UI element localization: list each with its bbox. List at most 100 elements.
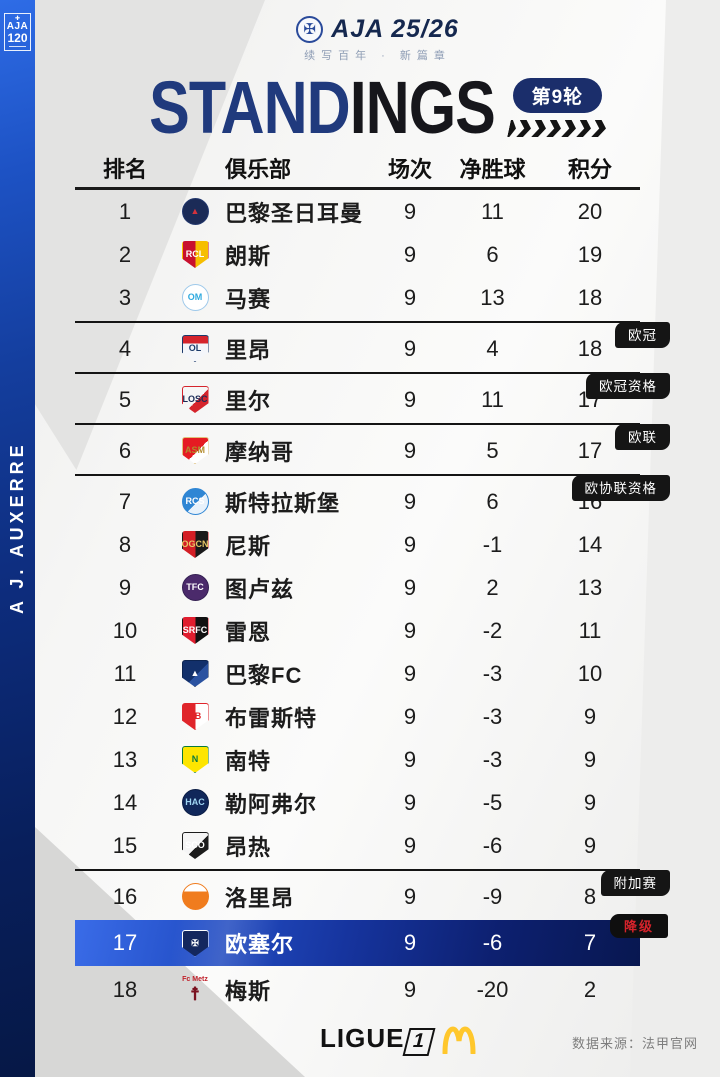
points: 10 bbox=[577, 660, 603, 686]
points: 18 bbox=[577, 335, 603, 361]
goal-difference: -9 bbox=[482, 883, 503, 909]
club-name: 巴黎圣日耳曼 bbox=[225, 200, 364, 226]
table-row-15: 15 SCO 昂热 9 -6 9 bbox=[75, 824, 640, 867]
points: 11 bbox=[578, 617, 602, 643]
col-header-played: 场次 bbox=[387, 157, 432, 182]
club-logo-cell: SCO bbox=[175, 832, 215, 859]
badge-text: AJA bbox=[6, 21, 29, 32]
club-name: 巴黎FC bbox=[225, 662, 303, 688]
points: 9 bbox=[583, 746, 597, 772]
club-name: 昂热 bbox=[225, 834, 272, 860]
page-title: STANDINGS bbox=[149, 70, 496, 144]
club-name: 里尔 bbox=[225, 388, 272, 414]
club-name: 梅斯 bbox=[225, 978, 272, 1004]
club-logo-cell: SRFC bbox=[175, 617, 215, 644]
lorient-crest-icon: FCL bbox=[181, 883, 209, 910]
matches-played: 9 bbox=[403, 930, 417, 955]
club-name: 图卢兹 bbox=[225, 576, 295, 602]
nantes-crest-icon: N bbox=[181, 746, 209, 773]
club-logo-cell: N bbox=[175, 746, 215, 773]
club-logo-cell: ✠ bbox=[175, 929, 215, 957]
brand-row: ✠ AJA 25/26 bbox=[35, 15, 720, 44]
table-body: 1 ▲ 巴黎圣日耳曼 9 11 20 2 RCL 朗斯 9 6 19 3 OM 马赛 9 13 18 欧冠 4 … bbox=[75, 190, 670, 1011]
rank-value: 5 bbox=[118, 386, 132, 412]
qualification-divider: 欧协联资格 bbox=[75, 474, 670, 501]
ligue1-one-glyph: 1 bbox=[402, 1028, 437, 1056]
rank-value: 13 bbox=[112, 746, 138, 772]
points: 9 bbox=[583, 703, 597, 729]
toulouse-crest-icon: TFC bbox=[181, 574, 209, 601]
cross-icon: ✚ bbox=[14, 16, 21, 22]
matches-played: 9 bbox=[403, 335, 417, 361]
points: 14 bbox=[577, 531, 603, 557]
auxerre-crest-icon: ✠ bbox=[181, 929, 209, 957]
nice-crest-icon: OGCN bbox=[181, 531, 209, 558]
paris-fc-crest-icon: ▲ bbox=[181, 660, 209, 687]
club-logo-cell: ASM bbox=[175, 437, 215, 464]
sidebar: ✚ AJA 120 A J. AUXERRE bbox=[0, 0, 35, 1077]
matches-played: 9 bbox=[403, 284, 417, 310]
lyon-crest-icon: OL bbox=[181, 335, 209, 362]
rank-value: 10 bbox=[112, 617, 138, 643]
goal-difference: -5 bbox=[482, 789, 503, 815]
rank-value: 16 bbox=[112, 883, 138, 909]
rank-value: 14 bbox=[112, 789, 138, 815]
goal-difference: 2 bbox=[486, 574, 499, 600]
qualification-divider: 欧联 bbox=[75, 423, 670, 450]
matches-played: 9 bbox=[403, 832, 417, 858]
rank-value: 15 bbox=[112, 832, 138, 858]
aja-120-anniversary-badge: ✚ AJA 120 bbox=[4, 13, 31, 51]
table-row-7: 7 RCS 斯特拉斯堡 9 6 16 bbox=[75, 480, 640, 523]
rank-value: 11 bbox=[113, 660, 137, 686]
rank-value: 9 bbox=[118, 574, 132, 600]
matches-played: 9 bbox=[403, 531, 417, 557]
club-name: 朗斯 bbox=[225, 243, 272, 269]
club-logo-cell: LOSC bbox=[175, 386, 215, 413]
lille-crest-icon: LOSC bbox=[181, 386, 209, 413]
title-black-part: INGS bbox=[349, 65, 496, 149]
league-logo-group: LIGUE 1 bbox=[320, 1023, 476, 1056]
club-logo-cell: FCL bbox=[175, 883, 215, 910]
main-content: ✠ AJA 25/26 续写百年 · 新篇章 STANDINGS 第9轮 排名 … bbox=[35, 0, 720, 1077]
table-row-18: 18 Fc Metz ☨ 梅斯 9 -20 2 bbox=[75, 968, 640, 1011]
rennes-crest-icon: SRFC bbox=[181, 617, 209, 644]
matches-played: 9 bbox=[403, 437, 417, 463]
angers-crest-icon: SCO bbox=[181, 832, 209, 859]
strasbourg-crest-icon: RCS bbox=[181, 488, 209, 515]
points: 9 bbox=[583, 789, 597, 815]
matches-played: 9 bbox=[403, 488, 417, 514]
monaco-crest-icon: ASM bbox=[181, 437, 209, 464]
rank-value: 17 bbox=[112, 930, 138, 955]
rank-value: 3 bbox=[118, 284, 132, 310]
col-header-club: 俱乐部 bbox=[225, 157, 292, 182]
campaign-subtitle: 续写百年 · 新篇章 bbox=[304, 50, 451, 62]
title-blue-part: STAND bbox=[149, 65, 351, 149]
rank-value: 6 bbox=[118, 437, 132, 463]
table-row-4: 4 OL 里昂 9 4 18 bbox=[75, 327, 640, 370]
club-name: 洛里昂 bbox=[225, 885, 295, 911]
club-name: 斯特拉斯堡 bbox=[225, 490, 341, 516]
table-row-12: 12 SB 布雷斯特 9 -3 9 bbox=[75, 695, 640, 738]
club-logo-cell: ▲ bbox=[175, 198, 215, 225]
table-row-5: 5 LOSC 里尔 9 11 17 bbox=[75, 378, 640, 421]
goal-difference: 13 bbox=[480, 284, 505, 310]
points: 20 bbox=[577, 198, 603, 224]
le-havre-crest-icon: HAC bbox=[181, 789, 209, 816]
matches-played: 9 bbox=[403, 883, 417, 909]
standings-table: 排名 俱乐部 场次 净胜球 积分 1 ▲ 巴黎圣日耳曼 9 11 20 2 RCL 朗斯 9 6… bbox=[75, 152, 670, 1011]
aja-crest-icon: ✠ bbox=[296, 16, 324, 43]
table-row-10: 10 SRFC 雷恩 9 -2 11 bbox=[75, 609, 640, 652]
matches-played: 9 bbox=[403, 660, 417, 686]
header-divider bbox=[75, 187, 640, 190]
rank-value: 12 bbox=[112, 703, 138, 729]
matches-played: 9 bbox=[403, 746, 417, 772]
points: 17 bbox=[577, 437, 603, 463]
col-header-points: 积分 bbox=[567, 157, 612, 182]
goal-difference: 6 bbox=[486, 488, 499, 514]
points: 2 bbox=[583, 976, 597, 1002]
club-name: 布雷斯特 bbox=[225, 705, 318, 731]
metz-wordmark: Fc Metz bbox=[182, 975, 208, 983]
club-logo-cell: SB bbox=[175, 703, 215, 730]
goal-difference: -1 bbox=[482, 531, 503, 557]
